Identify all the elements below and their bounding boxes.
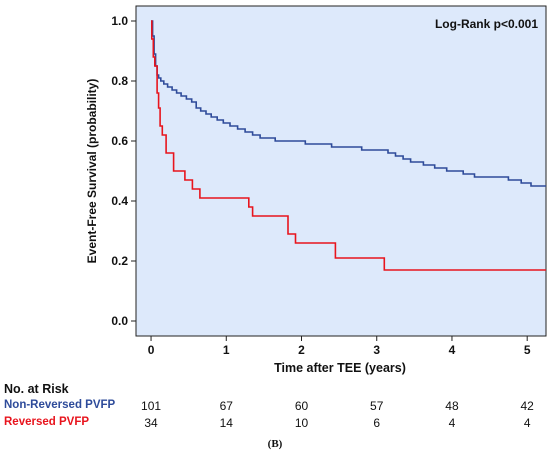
risk-value: 42 — [520, 399, 534, 413]
series-layer — [151, 20, 546, 271]
x-tick-label: 1 — [223, 343, 230, 357]
x-tick-label: 0 — [148, 343, 155, 357]
risk-row-label: Non-Reversed PVFP — [4, 399, 116, 411]
x-tick-label: 4 — [449, 343, 456, 357]
risk-value: 34 — [144, 416, 158, 430]
x-tick-label: 5 — [524, 343, 531, 357]
y-tick-label: 0.6 — [111, 134, 128, 148]
risk-table-title: No. at Risk — [4, 382, 69, 396]
risk-value: 67 — [219, 399, 233, 413]
y-tick-label: 0.4 — [111, 194, 128, 208]
risk-row-label: Reversed PVFP — [4, 416, 90, 428]
x-tick-label: 2 — [298, 343, 305, 357]
risk-value: 14 — [219, 416, 233, 430]
risk-value: 57 — [370, 399, 384, 413]
series-line-reversed — [151, 20, 546, 271]
risk-value: 101 — [141, 399, 162, 413]
axes: 0.0 0.2 0.4 0.6 0.8 1.0 0 1 2 3 4 5 — [111, 14, 531, 357]
y-tick-label: 0.8 — [111, 74, 128, 88]
x-axis-label: Time after TEE (years) — [274, 361, 406, 375]
plot-area — [135, 5, 547, 337]
risk-value: 10 — [294, 416, 309, 430]
y-tick-label: 0.0 — [111, 314, 128, 328]
log-rank-annotation: Log-Rank p<0.001 — [435, 17, 538, 31]
risk-value: 60 — [294, 399, 309, 413]
y-tick-label: 1.0 — [111, 14, 128, 28]
km-chart: 0.0 0.2 0.4 0.6 0.8 1.0 0 1 2 3 4 5 Log-Rank p<0.00… — [85, 5, 547, 375]
risk-value: 48 — [445, 399, 459, 413]
risk-value: 4 — [523, 416, 531, 430]
risk-value: 4 — [448, 416, 456, 430]
y-axis-label: Event-Free Survival (probability) — [85, 79, 99, 264]
panel-label: (B) — [267, 438, 283, 450]
x-tick-label: 3 — [373, 343, 380, 357]
y-tick-label: 0.2 — [111, 254, 128, 268]
risk-value: 6 — [373, 416, 381, 430]
series-line-non-reversed — [151, 20, 546, 187]
